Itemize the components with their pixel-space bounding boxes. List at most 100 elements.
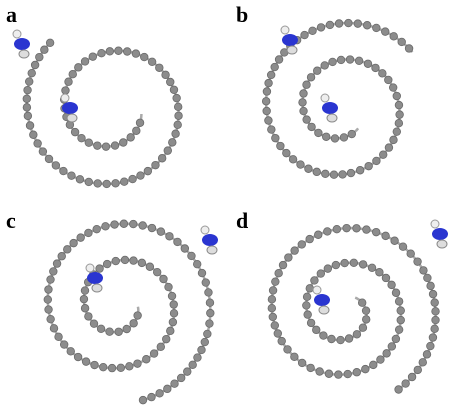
atom (24, 86, 32, 94)
hydrogen (281, 26, 289, 34)
panel-label: a (6, 2, 17, 27)
atom (317, 270, 325, 278)
atom (383, 350, 391, 358)
atom (275, 56, 283, 64)
atom (388, 281, 396, 289)
atom (395, 101, 403, 109)
atom (206, 320, 214, 328)
atom (189, 361, 197, 369)
orbital-lobe-small (207, 246, 217, 254)
atom (313, 168, 321, 176)
atom (395, 298, 403, 306)
atom (93, 225, 101, 233)
atom (429, 290, 437, 298)
atom (119, 139, 127, 147)
atom (265, 117, 273, 125)
atom (354, 20, 362, 28)
orbital-lobe-small (287, 46, 297, 54)
atom (392, 335, 400, 343)
hydrogen (13, 30, 21, 38)
atom (414, 366, 422, 374)
atom (165, 283, 173, 291)
spiral (268, 220, 448, 393)
atom (150, 350, 158, 358)
atom (201, 338, 209, 346)
atom (127, 134, 135, 142)
atom (164, 147, 172, 155)
atom (25, 78, 33, 86)
atom (168, 292, 176, 300)
atom (326, 21, 334, 29)
atom (53, 260, 61, 268)
atom (330, 171, 338, 179)
atom (204, 330, 212, 338)
atom (115, 328, 123, 336)
atom (393, 128, 401, 136)
atom (265, 79, 273, 87)
atom (123, 325, 131, 333)
atom (153, 268, 161, 276)
atom (392, 289, 400, 297)
atom (194, 354, 202, 362)
atom (91, 361, 99, 369)
atom (45, 306, 53, 314)
atom (312, 326, 320, 334)
atom (96, 265, 104, 273)
atom (423, 351, 431, 359)
atom (303, 116, 311, 124)
atom (170, 86, 178, 94)
atom (399, 243, 407, 251)
panel-label: c (6, 208, 16, 233)
atom (164, 385, 172, 393)
atom (78, 134, 86, 142)
atom (316, 368, 324, 376)
atom (76, 176, 84, 184)
atom (139, 396, 147, 404)
atom (166, 232, 174, 240)
atom (175, 112, 183, 120)
atom (146, 263, 154, 271)
atom (65, 78, 73, 86)
atom (405, 45, 413, 53)
spiral (13, 30, 182, 188)
atom (45, 155, 53, 163)
atom (309, 27, 317, 35)
atom (156, 64, 164, 72)
atom (41, 46, 49, 54)
atom (393, 92, 401, 100)
atom (274, 330, 282, 338)
atom (123, 48, 131, 56)
atom (353, 331, 361, 339)
atom (363, 21, 371, 29)
atom (346, 56, 354, 64)
atom (356, 166, 364, 174)
atom (315, 129, 323, 137)
atom (156, 390, 164, 398)
atom (289, 156, 297, 164)
orbital-lobe (432, 228, 448, 240)
atom (115, 47, 123, 55)
atom (206, 299, 214, 307)
atom (47, 276, 55, 284)
atom (283, 149, 291, 157)
atom (414, 258, 422, 266)
atom (45, 286, 53, 294)
atom (198, 269, 206, 277)
atom (431, 299, 439, 307)
atom (303, 81, 311, 89)
atom (50, 268, 58, 276)
atom (71, 128, 79, 136)
atom (339, 171, 347, 179)
atom (402, 380, 410, 388)
atom (377, 356, 385, 364)
atom (419, 359, 427, 367)
atom (353, 368, 361, 376)
atom (303, 302, 311, 310)
atom (23, 104, 31, 112)
atom (300, 90, 308, 98)
atom (306, 235, 314, 243)
atom (307, 73, 315, 81)
atom (177, 374, 185, 382)
atom (272, 278, 280, 286)
atom (103, 180, 111, 188)
